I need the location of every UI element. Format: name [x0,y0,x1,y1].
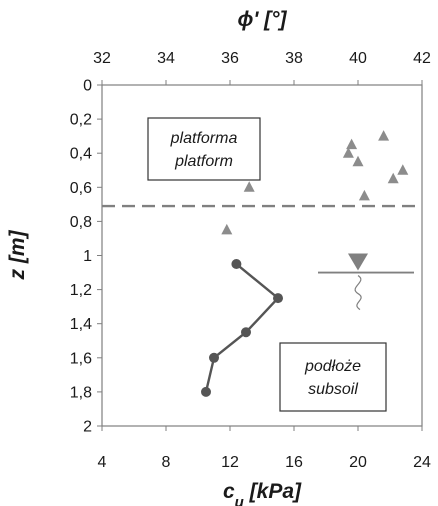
platform-box-frame [147,117,261,181]
top-tick-label: 34 [157,50,175,67]
phi-data-point [243,181,255,192]
platform-label-en: platform [174,153,233,170]
top-tick-label: 36 [221,50,239,67]
bottom-tick-label: 12 [221,454,239,471]
y-tick-label: 1 [83,248,92,265]
platform-label-pl: platforma [170,130,238,147]
platform-label-box: platforma platform [147,117,261,181]
y-tick-label: 0,2 [70,112,92,129]
bottom-tick-label: 8 [162,454,171,471]
y-tick-label: 0 [83,78,92,95]
phi-data-point [387,172,399,184]
cu-data-point [273,293,283,304]
cu-data-point [209,352,219,363]
cu-data-point [241,327,251,338]
top-axis-ticks: 32 34 36 38 40 42 [93,50,431,85]
subsoil-label-en: subsoil [308,381,358,398]
bottom-tick-label: 4 [98,454,107,471]
y-tick-label: 0,8 [70,214,92,231]
y-tick-label: 2 [83,419,92,436]
y-axis-ticks: 0 0,2 0,4 0,6 0,8 1 1,2 1,4 1,6 1,8 2 [70,78,102,436]
bottom-axis-title-main: c [223,480,235,503]
phi-data-point [346,138,358,150]
bottom-tick-label: 20 [349,454,367,471]
y-tick-label: 1,8 [70,384,92,401]
phi-data-point [358,189,370,201]
water-table [318,253,414,311]
bottom-tick-label: 24 [413,454,431,471]
top-tick-label: 40 [349,50,367,67]
water-table-squiggle [354,275,362,311]
phi-data-point [352,155,364,167]
water-table-triangle [348,253,368,271]
top-tick-label: 38 [285,50,303,67]
top-axis-title: ϕ' [°] [237,8,287,31]
bottom-axis-title-suffix: [kPa] [244,480,302,503]
subsoil-label-box: podłoże subsoil [279,342,387,412]
cu-data-point [231,259,242,270]
bottom-tick-label: 16 [285,454,303,471]
phi-data-point [378,130,390,141]
subsoil-label-pl: podłoże [304,358,361,375]
y-tick-label: 0,4 [70,146,92,163]
cu-series-line [204,263,280,393]
phi-data-point [397,164,409,175]
y-tick-label: 0,6 [70,180,92,197]
top-tick-label: 42 [413,50,431,67]
phi-data-point [221,223,233,235]
bottom-axis-title-sub: u [235,494,244,506]
top-tick-label: 32 [93,50,111,67]
y-tick-label: 1,2 [70,282,92,299]
phi-data-point [342,147,354,158]
data-series [201,130,409,397]
bottom-axis-ticks: 4 8 12 16 20 24 [98,426,431,471]
y-tick-label: 1,6 [70,350,92,367]
cu-data-point [201,386,211,397]
y-tick-label: 1,4 [70,316,92,333]
bottom-axis-title: cu [kPa] [223,480,302,506]
y-axis-title: z [m] [6,230,29,281]
subsoil-box-frame [279,342,387,412]
